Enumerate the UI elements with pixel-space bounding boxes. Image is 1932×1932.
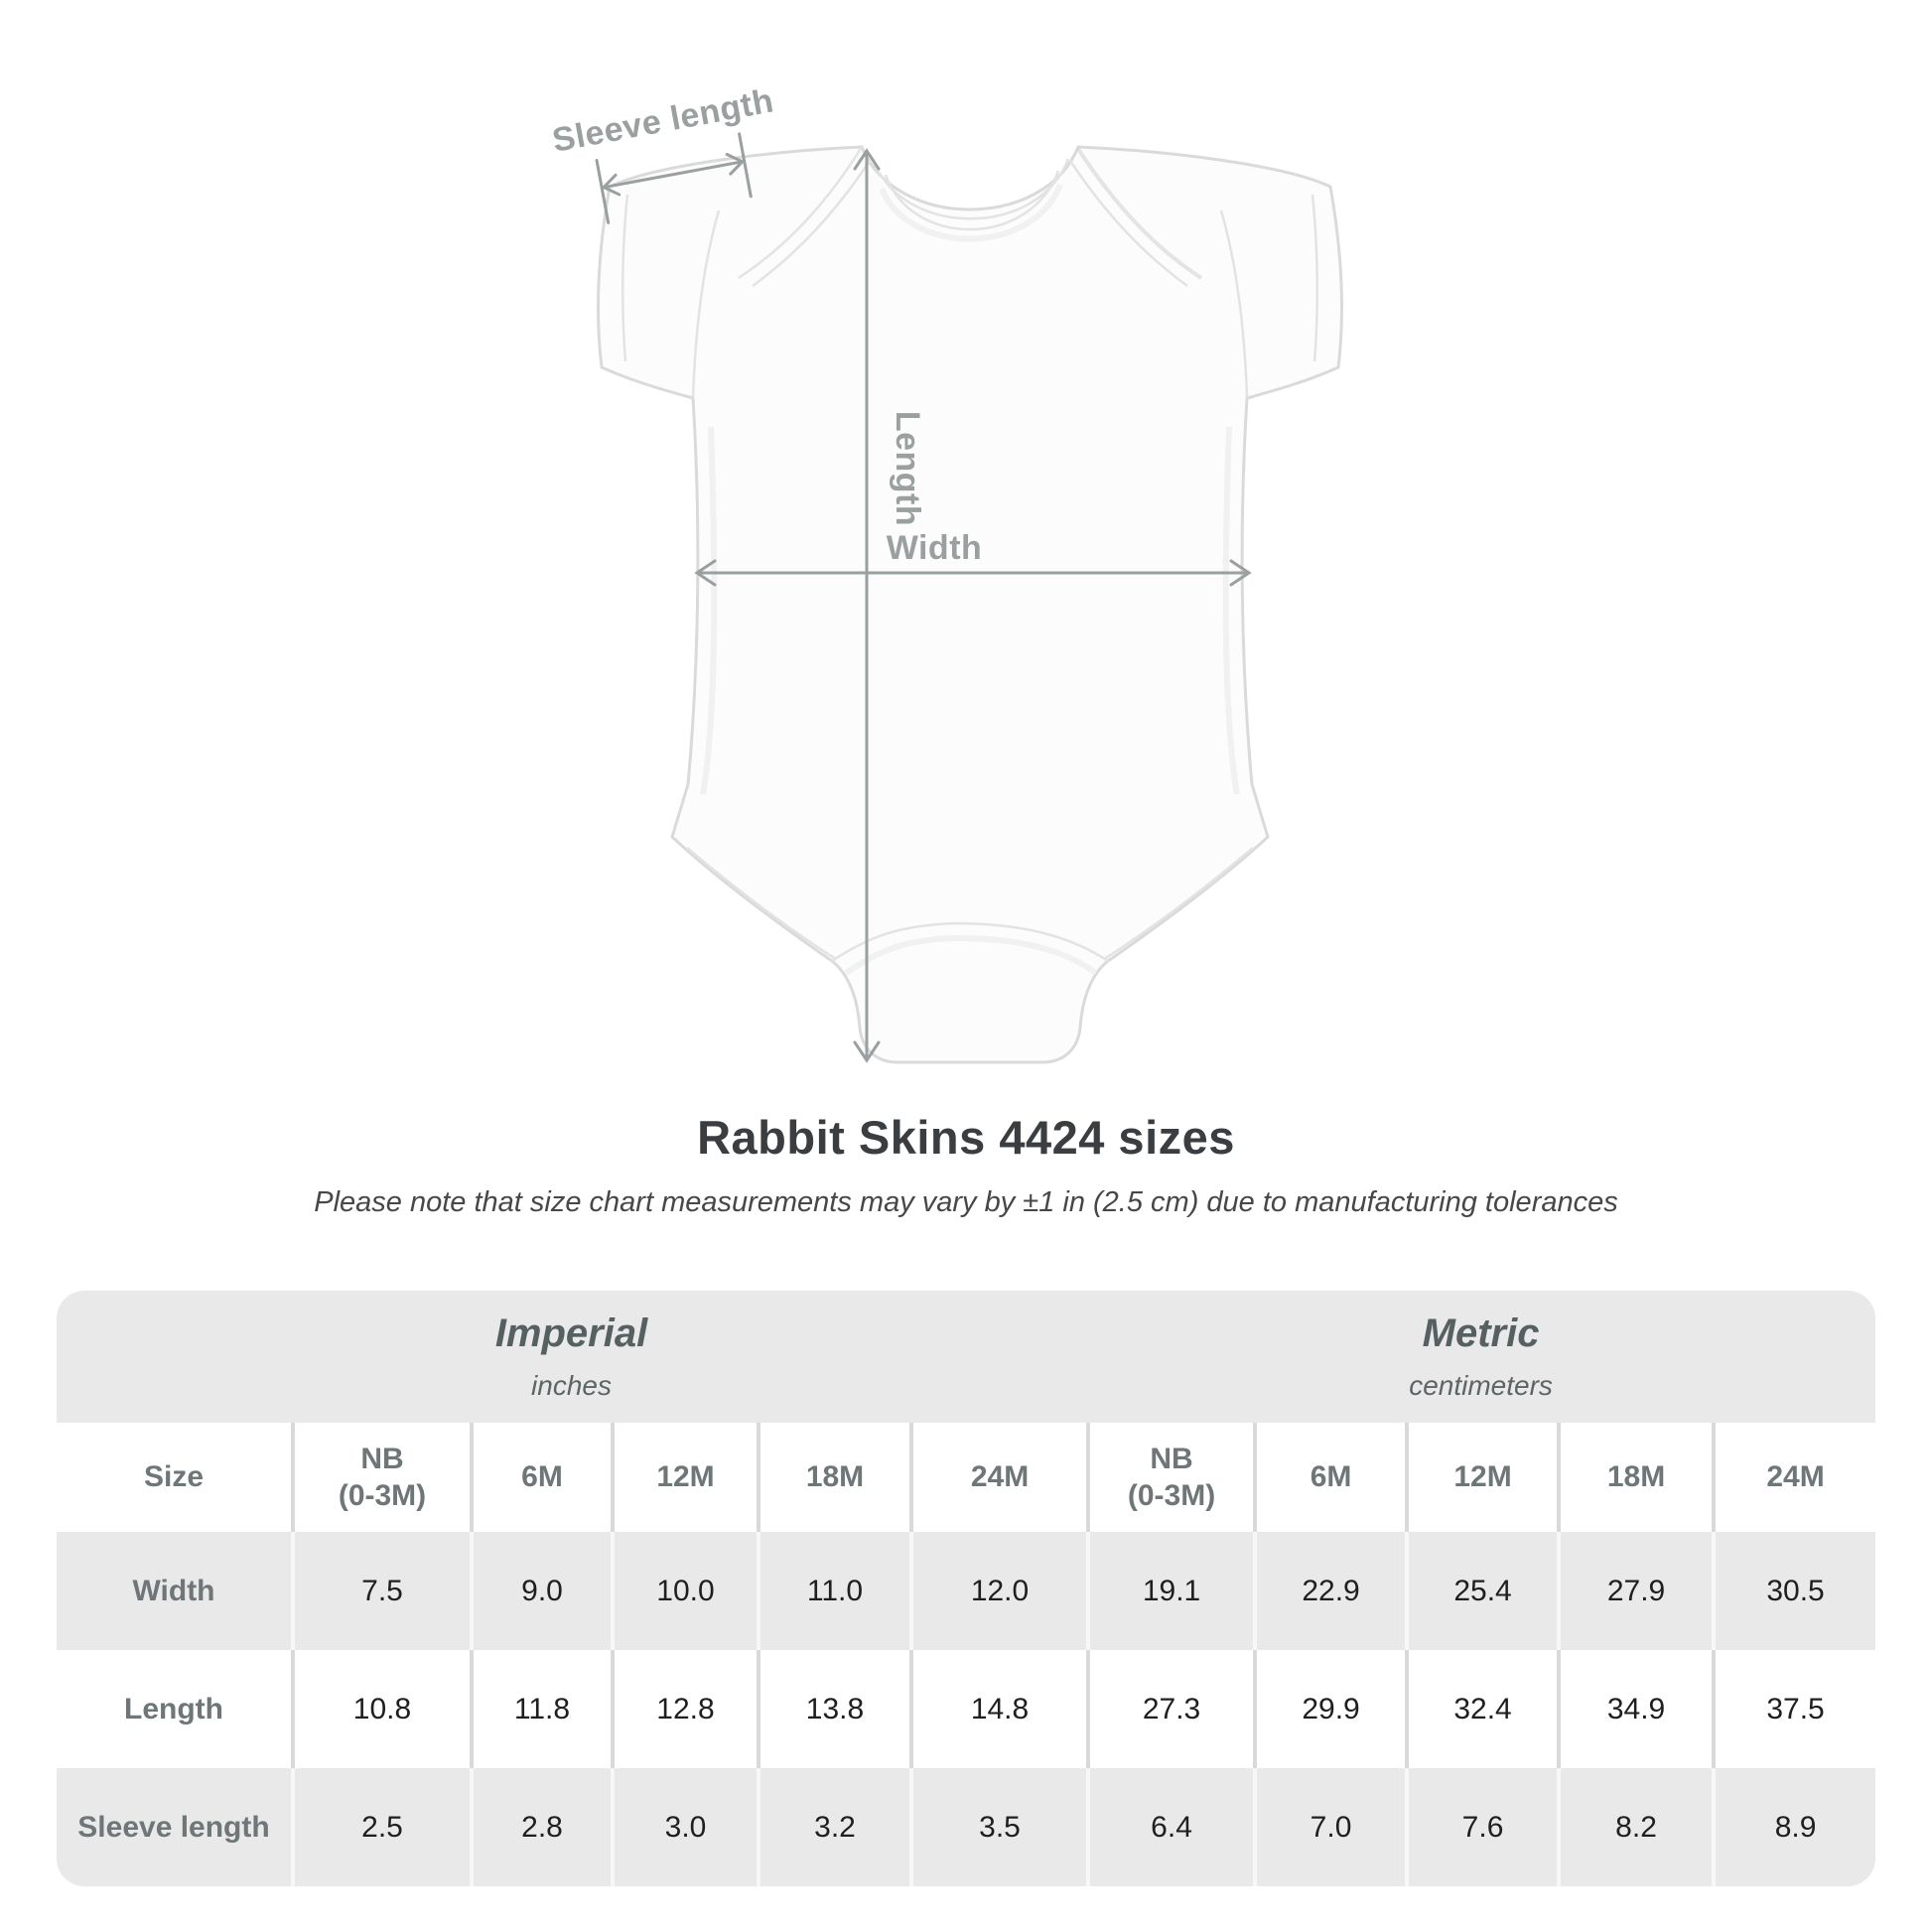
chart-header: Rabbit Skins 4424 sizes Please note that… bbox=[0, 1110, 1932, 1219]
crotch-flap-edge bbox=[831, 921, 1109, 963]
sleeve-length-row: Sleeve length 2.5 2.8 3.0 3.2 3.5 6.4 7.… bbox=[57, 1768, 1876, 1886]
left-sleeve-hem bbox=[621, 194, 629, 362]
right-side-shading bbox=[1222, 426, 1240, 795]
length-metric-24m: 37.5 bbox=[1712, 1650, 1876, 1768]
row-label-sleeve-length: Sleeve length bbox=[57, 1768, 291, 1886]
sleeve-metric-nb: 6.4 bbox=[1086, 1768, 1254, 1886]
length-metric-12m: 32.4 bbox=[1405, 1650, 1558, 1768]
width-imperial-12m: 10.0 bbox=[611, 1532, 757, 1650]
row-label-length: Length bbox=[57, 1650, 291, 1768]
width-imperial-nb: 7.5 bbox=[291, 1532, 470, 1650]
width-metric-12m: 25.4 bbox=[1405, 1532, 1558, 1650]
left-side-shading bbox=[700, 426, 718, 795]
size-column-header: Size bbox=[57, 1423, 291, 1532]
right-lap-shoulder-fold bbox=[1068, 160, 1188, 288]
sleeve-imperial-12m: 3.0 bbox=[611, 1768, 757, 1886]
length-arrowhead-bottom bbox=[853, 1040, 881, 1063]
size-header-metric-6m: 6M bbox=[1253, 1423, 1406, 1532]
metric-label: Metric bbox=[1422, 1311, 1540, 1355]
imperial-unit-header: Imperial inches bbox=[57, 1291, 1087, 1423]
width-imperial-24m: 12.0 bbox=[909, 1532, 1087, 1650]
length-annotation: Length bbox=[853, 148, 926, 1063]
crotch-flap-shading bbox=[844, 934, 1098, 976]
right-armhole-seam bbox=[1219, 209, 1249, 399]
sleeve-imperial-24m: 3.5 bbox=[909, 1768, 1087, 1886]
sleeve-extension-tick-right bbox=[738, 132, 753, 199]
imperial-unit-label: inches bbox=[531, 1370, 612, 1401]
neckband-shading bbox=[879, 183, 1063, 242]
bodysuit-diagram-svg: Length Width Sleeve length bbox=[549, 81, 1343, 1064]
right-sleeve-hem bbox=[1311, 194, 1319, 362]
width-imperial-6m: 9.0 bbox=[470, 1532, 611, 1650]
metric-unit-header: Metric centimeters bbox=[1086, 1291, 1876, 1423]
size-header-metric-24m: 24M bbox=[1712, 1423, 1876, 1532]
size-header-imperial-18m: 18M bbox=[757, 1423, 909, 1532]
left-lap-shoulder-fold bbox=[752, 160, 872, 288]
sleeve-metric-6m: 7.0 bbox=[1253, 1768, 1406, 1886]
metric-unit-label: centimeters bbox=[1409, 1370, 1553, 1401]
sleeve-metric-18m: 8.2 bbox=[1557, 1768, 1713, 1886]
size-header-metric-18m: 18M bbox=[1557, 1423, 1713, 1532]
sleeve-metric-24m: 8.9 bbox=[1712, 1768, 1876, 1886]
width-label: Width bbox=[887, 529, 983, 567]
length-imperial-24m: 14.8 bbox=[909, 1650, 1087, 1768]
sleeve-imperial-nb: 2.5 bbox=[291, 1768, 470, 1886]
sleeve-imperial-6m: 2.8 bbox=[470, 1768, 611, 1886]
bodysuit-measurement-diagram: Length Width Sleeve length bbox=[549, 81, 1343, 1064]
tolerance-note: Please note that size chart measurements… bbox=[314, 1186, 1618, 1218]
width-arrowhead-left bbox=[694, 559, 717, 587]
size-header-row: Size NB (0-3M) 6M 12M 18M 24M NB (0-3M) … bbox=[57, 1423, 1876, 1532]
right-lap-shoulder-shadow bbox=[1076, 147, 1203, 280]
length-imperial-nb: 10.8 bbox=[291, 1650, 470, 1768]
left-leg-binding bbox=[686, 847, 837, 961]
size-chart-table: Imperial inches Metric centimeters Size … bbox=[57, 1291, 1876, 1886]
length-imperial-12m: 12.8 bbox=[611, 1650, 757, 1768]
width-imperial-18m: 11.0 bbox=[757, 1532, 909, 1650]
left-lap-shoulder-seam bbox=[738, 146, 864, 280]
right-leg-binding bbox=[1103, 847, 1254, 961]
row-label-width: Width bbox=[57, 1532, 291, 1650]
length-metric-18m: 34.9 bbox=[1557, 1650, 1713, 1768]
size-header-imperial-nb: NB (0-3M) bbox=[291, 1423, 470, 1532]
sleeve-arrowhead-right bbox=[725, 153, 746, 176]
length-imperial-6m: 11.8 bbox=[470, 1650, 611, 1768]
width-metric-24m: 30.5 bbox=[1712, 1532, 1876, 1650]
sleeve-arrowhead-left bbox=[601, 173, 621, 197]
size-header-imperial-6m: 6M bbox=[470, 1423, 611, 1532]
length-metric-6m: 29.9 bbox=[1253, 1650, 1406, 1768]
sleeve-extension-tick-left bbox=[595, 159, 611, 224]
size-header-metric-nb: NB (0-3M) bbox=[1086, 1423, 1254, 1532]
width-arrowhead-right bbox=[1229, 559, 1252, 587]
width-annotation: Width bbox=[694, 529, 1252, 587]
left-armhole-seam bbox=[691, 209, 721, 399]
width-row: Width 7.5 9.0 10.0 11.0 12.0 19.1 22.9 2… bbox=[57, 1532, 1876, 1650]
neckband-seam-inner bbox=[884, 170, 1060, 231]
size-header-imperial-24m: 24M bbox=[909, 1423, 1087, 1532]
sleeve-metric-12m: 7.6 bbox=[1405, 1768, 1558, 1886]
length-label: Length bbox=[889, 411, 926, 526]
width-metric-18m: 27.9 bbox=[1557, 1532, 1713, 1650]
imperial-label: Imperial bbox=[494, 1311, 648, 1355]
infant-bodysuit-drawing bbox=[597, 145, 1343, 1064]
length-arrowhead-top bbox=[853, 148, 881, 171]
length-row: Length 10.8 11.8 12.8 13.8 14.8 27.3 29.… bbox=[57, 1650, 1876, 1768]
unit-band-row: Imperial inches Metric centimeters bbox=[57, 1291, 1876, 1423]
length-imperial-18m: 13.8 bbox=[757, 1650, 909, 1768]
width-metric-6m: 22.9 bbox=[1253, 1532, 1406, 1650]
bodysuit-silhouette bbox=[597, 145, 1343, 1064]
size-header-metric-12m: 12M bbox=[1405, 1423, 1558, 1532]
page-title: Rabbit Skins 4424 sizes bbox=[697, 1111, 1235, 1164]
width-metric-nb: 19.1 bbox=[1086, 1532, 1254, 1650]
length-metric-nb: 27.3 bbox=[1086, 1650, 1254, 1768]
sleeve-dimension-line bbox=[602, 160, 745, 190]
size-header-imperial-12m: 12M bbox=[611, 1423, 757, 1532]
sleeve-imperial-18m: 3.2 bbox=[757, 1768, 909, 1886]
